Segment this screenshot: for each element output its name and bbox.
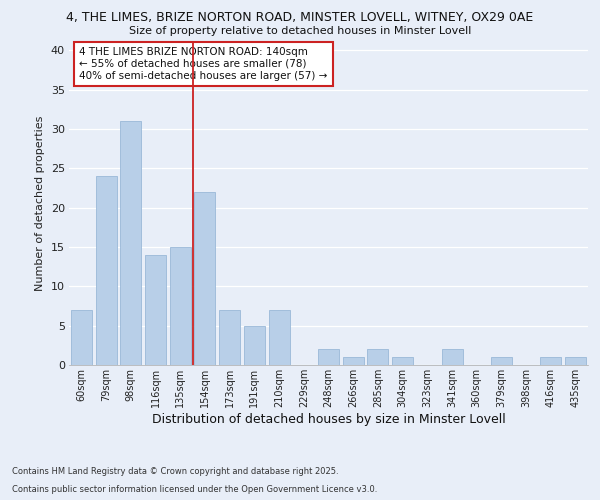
Bar — [244, 326, 265, 365]
Bar — [318, 350, 339, 365]
Text: 4 THE LIMES BRIZE NORTON ROAD: 140sqm
← 55% of detached houses are smaller (78)
: 4 THE LIMES BRIZE NORTON ROAD: 140sqm ← … — [79, 48, 328, 80]
Bar — [442, 350, 463, 365]
Bar — [194, 192, 215, 365]
Bar — [71, 310, 92, 365]
Bar — [491, 357, 512, 365]
Text: Contains HM Land Registry data © Crown copyright and database right 2025.: Contains HM Land Registry data © Crown c… — [12, 467, 338, 476]
Y-axis label: Number of detached properties: Number of detached properties — [35, 116, 45, 292]
Bar — [392, 357, 413, 365]
Bar — [219, 310, 240, 365]
Text: 4, THE LIMES, BRIZE NORTON ROAD, MINSTER LOVELL, WITNEY, OX29 0AE: 4, THE LIMES, BRIZE NORTON ROAD, MINSTER… — [67, 11, 533, 24]
Text: Contains public sector information licensed under the Open Government Licence v3: Contains public sector information licen… — [12, 485, 377, 494]
Bar — [541, 357, 562, 365]
Bar — [343, 357, 364, 365]
Bar — [565, 357, 586, 365]
Bar — [120, 121, 141, 365]
Bar — [95, 176, 116, 365]
Bar — [269, 310, 290, 365]
Bar — [367, 350, 388, 365]
Bar — [145, 255, 166, 365]
Text: Size of property relative to detached houses in Minster Lovell: Size of property relative to detached ho… — [129, 26, 471, 36]
X-axis label: Distribution of detached houses by size in Minster Lovell: Distribution of detached houses by size … — [152, 412, 505, 426]
Bar — [170, 247, 191, 365]
